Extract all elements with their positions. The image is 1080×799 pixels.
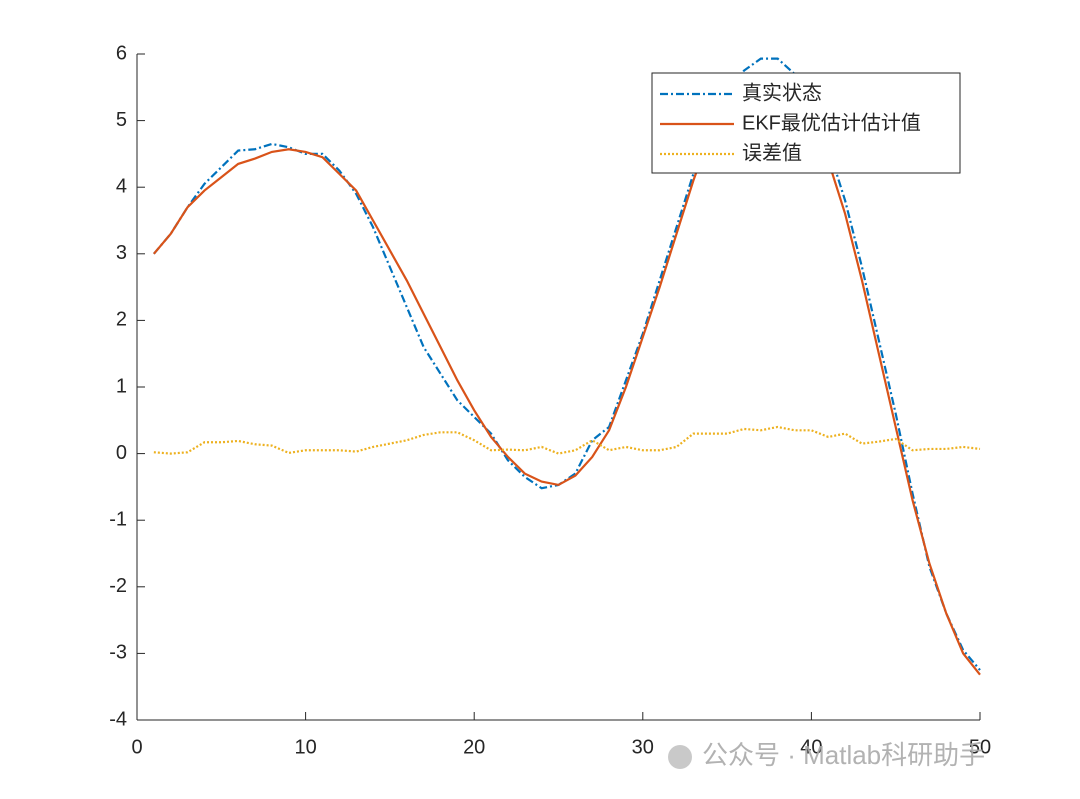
x-tick-label: 30: [632, 736, 654, 758]
y-tick-label: 1: [116, 375, 127, 397]
x-tick-label: 10: [294, 736, 316, 758]
y-tick-label: -3: [109, 642, 127, 664]
watermark-icon: [668, 745, 692, 769]
y-tick-label: 6: [116, 42, 127, 64]
x-tick-label: 0: [131, 736, 142, 758]
data-line: [153, 57, 981, 671]
watermark: 公众号 · Matlab科研助手: [702, 740, 985, 770]
y-tick-label: 3: [116, 242, 127, 264]
y-tick-label: -1: [109, 508, 127, 530]
data-line: [153, 425, 981, 455]
x-tick-label: 50: [969, 736, 991, 758]
y-tick-label: 0: [116, 442, 127, 464]
y-tick-label: 4: [116, 175, 127, 197]
legend-label: 误差值: [742, 141, 802, 164]
legend-label: 真实状态: [742, 81, 822, 104]
y-tick-label: -2: [109, 575, 127, 597]
x-tick-label: 40: [800, 736, 822, 758]
x-tick-label: 20: [463, 736, 485, 758]
y-tick-label: 2: [116, 309, 127, 331]
data-line: [153, 79, 981, 676]
y-tick-label: -4: [109, 708, 127, 730]
y-tick-label: 5: [116, 109, 127, 131]
legend-label: EKF最优估计估计值: [742, 111, 921, 134]
